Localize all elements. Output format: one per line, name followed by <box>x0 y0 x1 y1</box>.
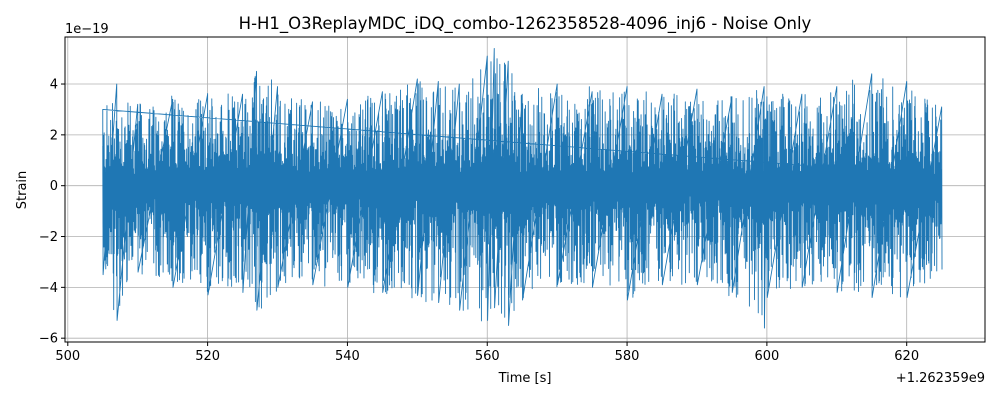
x-offset-label: +1.262359e9 <box>896 371 985 386</box>
axes-frame <box>64 36 986 343</box>
x-axis-ticks: 500 520 540 560 580 600 620 <box>55 342 919 364</box>
y-tick-label: 2 <box>50 128 58 143</box>
y-scale-label: 1e−19 <box>65 22 109 37</box>
x-tick-label: 520 <box>195 349 220 364</box>
y-axis-label: Strain <box>15 171 30 210</box>
y-tick-label: −6 <box>39 332 58 347</box>
x-tick-label: 580 <box>615 349 640 364</box>
y-tick-label: −4 <box>39 281 58 296</box>
x-tick-label: 540 <box>335 349 360 364</box>
chart-title: H-H1_O3ReplayMDC_iDQ_combo-1262358528-40… <box>239 14 812 34</box>
strain-series-line <box>102 47 943 329</box>
x-tick-label: 560 <box>475 349 500 364</box>
x-tick-label: 620 <box>894 349 919 364</box>
y-tick-label: 4 <box>50 78 58 93</box>
y-axis-ticks: −6 −4 −2 0 2 4 <box>39 78 65 347</box>
y-tick-label: −2 <box>39 230 58 245</box>
x-tick-label: 500 <box>55 349 80 364</box>
plot-area <box>102 47 943 329</box>
x-tick-label: 600 <box>754 349 779 364</box>
y-tick-label: 0 <box>50 179 58 194</box>
x-axis-label: Time [s] <box>498 371 552 386</box>
